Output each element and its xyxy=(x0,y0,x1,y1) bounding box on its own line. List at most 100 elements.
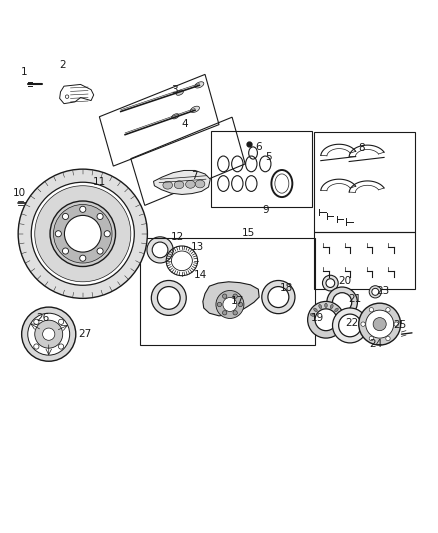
Text: 6: 6 xyxy=(255,142,261,152)
Circle shape xyxy=(369,308,374,312)
Bar xyxy=(314,232,415,289)
Ellipse shape xyxy=(172,114,179,119)
Circle shape xyxy=(53,205,112,263)
Circle shape xyxy=(104,231,110,237)
Circle shape xyxy=(386,336,390,341)
Circle shape xyxy=(58,344,64,349)
Circle shape xyxy=(55,231,61,237)
Circle shape xyxy=(42,328,55,340)
Text: 25: 25 xyxy=(394,320,407,330)
Circle shape xyxy=(369,336,374,341)
Ellipse shape xyxy=(327,287,357,318)
Circle shape xyxy=(386,308,390,312)
Ellipse shape xyxy=(147,237,173,263)
Ellipse shape xyxy=(195,82,204,88)
Circle shape xyxy=(34,344,39,349)
Text: 26: 26 xyxy=(36,313,50,323)
Circle shape xyxy=(217,302,222,306)
Circle shape xyxy=(50,201,116,266)
Text: 4: 4 xyxy=(182,119,188,129)
Text: 22: 22 xyxy=(346,319,359,328)
Ellipse shape xyxy=(311,313,314,316)
Circle shape xyxy=(97,213,103,220)
Circle shape xyxy=(233,294,237,298)
Text: 8: 8 xyxy=(359,143,365,153)
Text: 19: 19 xyxy=(311,313,324,323)
Ellipse shape xyxy=(339,314,361,337)
Ellipse shape xyxy=(369,286,381,298)
Ellipse shape xyxy=(152,242,168,258)
Circle shape xyxy=(18,169,148,298)
Ellipse shape xyxy=(372,288,379,295)
Ellipse shape xyxy=(315,309,337,330)
Circle shape xyxy=(97,248,103,254)
Ellipse shape xyxy=(325,303,327,308)
Polygon shape xyxy=(153,171,210,195)
Circle shape xyxy=(359,303,401,345)
Circle shape xyxy=(373,318,386,330)
Circle shape xyxy=(35,185,131,282)
Circle shape xyxy=(35,320,63,348)
Circle shape xyxy=(28,313,70,355)
Ellipse shape xyxy=(151,280,186,316)
Text: 5: 5 xyxy=(265,152,272,161)
Circle shape xyxy=(238,302,243,306)
Circle shape xyxy=(223,297,237,311)
Text: 1: 1 xyxy=(21,67,28,77)
Ellipse shape xyxy=(195,180,205,188)
Circle shape xyxy=(394,322,399,326)
Circle shape xyxy=(216,290,244,318)
Circle shape xyxy=(21,307,76,361)
Circle shape xyxy=(34,319,39,325)
Circle shape xyxy=(64,215,101,252)
Bar xyxy=(141,238,315,345)
Text: 18: 18 xyxy=(280,282,293,293)
Circle shape xyxy=(63,213,68,220)
Text: 17: 17 xyxy=(231,296,244,306)
Polygon shape xyxy=(203,282,259,316)
Text: 27: 27 xyxy=(78,329,92,339)
Text: 3: 3 xyxy=(171,85,177,95)
Text: 2: 2 xyxy=(60,60,66,70)
Circle shape xyxy=(223,294,227,298)
Ellipse shape xyxy=(319,304,322,309)
Bar xyxy=(314,132,415,231)
Ellipse shape xyxy=(337,313,342,316)
Ellipse shape xyxy=(335,308,338,312)
Ellipse shape xyxy=(307,302,344,338)
Ellipse shape xyxy=(268,287,289,308)
Text: 14: 14 xyxy=(194,270,207,280)
Circle shape xyxy=(223,311,227,315)
Ellipse shape xyxy=(171,251,192,271)
Text: 7: 7 xyxy=(191,172,197,181)
Text: 23: 23 xyxy=(376,286,389,296)
Ellipse shape xyxy=(330,304,333,309)
Text: 13: 13 xyxy=(191,241,204,252)
Text: 20: 20 xyxy=(338,276,351,286)
Ellipse shape xyxy=(176,90,184,95)
Circle shape xyxy=(233,311,237,315)
Text: 9: 9 xyxy=(263,205,269,215)
Text: 10: 10 xyxy=(12,188,25,198)
Ellipse shape xyxy=(332,308,367,343)
Text: 24: 24 xyxy=(369,340,382,350)
Ellipse shape xyxy=(186,180,195,188)
Ellipse shape xyxy=(314,308,317,312)
Text: 15: 15 xyxy=(242,228,255,238)
Ellipse shape xyxy=(332,293,352,312)
Circle shape xyxy=(366,310,394,338)
Ellipse shape xyxy=(191,106,199,112)
Text: 11: 11 xyxy=(92,176,106,187)
Ellipse shape xyxy=(326,279,335,287)
Ellipse shape xyxy=(163,181,173,189)
Circle shape xyxy=(80,255,86,261)
Circle shape xyxy=(80,206,86,212)
Ellipse shape xyxy=(322,275,338,291)
Ellipse shape xyxy=(174,181,184,189)
Circle shape xyxy=(58,319,64,325)
Text: 21: 21 xyxy=(348,294,361,304)
Ellipse shape xyxy=(262,280,295,313)
Ellipse shape xyxy=(157,287,180,309)
Circle shape xyxy=(361,322,365,326)
Circle shape xyxy=(31,182,134,285)
